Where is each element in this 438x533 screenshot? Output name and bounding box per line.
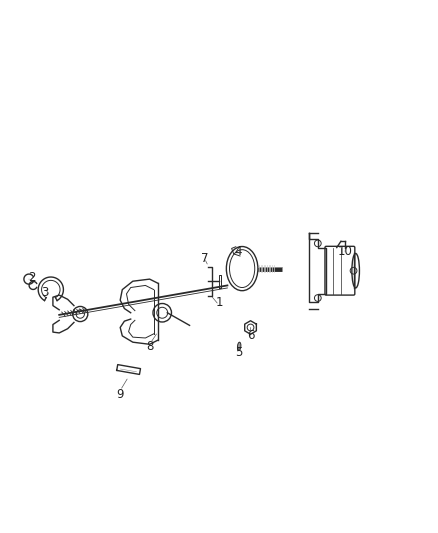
Text: 10: 10 — [338, 245, 353, 259]
Text: 6: 6 — [247, 329, 254, 342]
Text: 5: 5 — [236, 346, 243, 359]
Text: 1: 1 — [215, 296, 223, 309]
Text: 4: 4 — [234, 245, 242, 259]
Ellipse shape — [237, 342, 241, 351]
Text: 7: 7 — [201, 252, 208, 264]
Text: 9: 9 — [117, 388, 124, 401]
Text: 3: 3 — [41, 286, 48, 299]
Text: 8: 8 — [146, 340, 153, 353]
Text: 2: 2 — [28, 271, 35, 284]
